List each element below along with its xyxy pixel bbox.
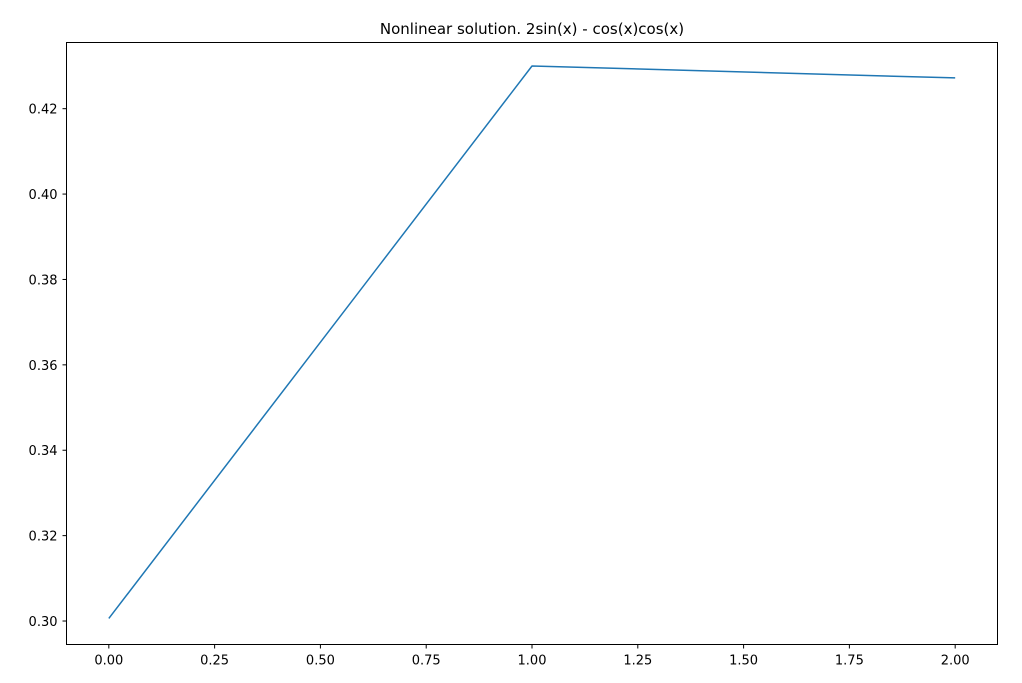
y-tick-label: 0.34 [29,444,58,459]
y-tick-label: 0.40 [29,188,58,203]
series-line [108,65,956,619]
chart-title: Nonlinear solution. 2sin(x) - cos(x)cos(… [380,20,684,38]
y-tick-label: 0.42 [29,103,58,118]
series-layer [108,65,956,619]
y-tick-label: 0.32 [29,530,58,545]
x-axis-ticks: 0.00 0.25 0.50 0.75 1.00 1.25 1.50 1.75 2.00 [94,644,970,669]
y-axis-ticks: 0.30 0.32 0.34 0.36 0.38 0.40 0.42 [29,103,67,630]
x-tick-label: 2.00 [941,654,970,669]
x-tick-label: 1.00 [518,654,547,669]
x-tick-label: 0.00 [94,654,123,669]
x-tick-label: 1.25 [623,654,652,669]
x-tick-label: 1.75 [835,654,864,669]
x-tick-label: 0.25 [200,654,229,669]
y-tick-label: 0.38 [29,273,58,288]
y-tick-label: 0.36 [29,359,58,374]
y-tick-label: 0.30 [29,615,58,630]
x-tick-label: 1.50 [729,654,758,669]
x-tick-label: 0.75 [412,654,441,669]
x-tick-label: 0.50 [306,654,335,669]
plot-frame [66,42,998,645]
